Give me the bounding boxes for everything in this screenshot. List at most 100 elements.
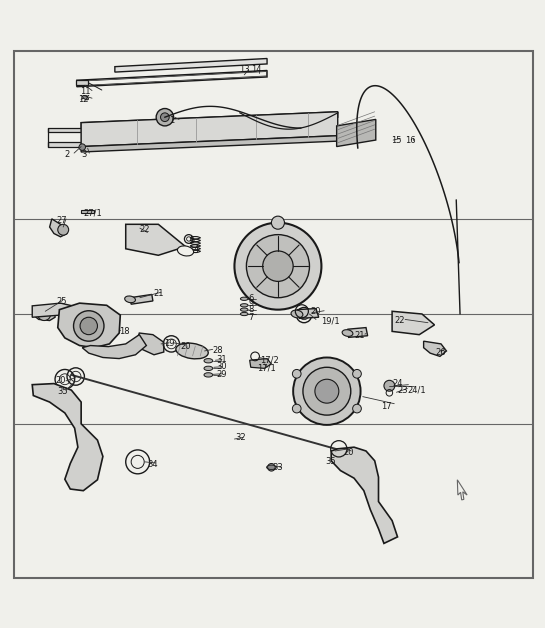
- Polygon shape: [81, 112, 338, 146]
- Circle shape: [234, 223, 322, 310]
- Text: 11: 11: [80, 87, 90, 95]
- Circle shape: [292, 369, 301, 378]
- Circle shape: [315, 379, 339, 403]
- Polygon shape: [77, 70, 267, 87]
- Text: 3: 3: [81, 150, 87, 160]
- Polygon shape: [32, 303, 80, 317]
- Circle shape: [80, 317, 98, 335]
- Ellipse shape: [176, 343, 208, 359]
- Circle shape: [74, 311, 104, 341]
- Text: 22: 22: [395, 316, 405, 325]
- Text: 28: 28: [213, 347, 223, 355]
- Text: 18: 18: [119, 327, 130, 336]
- Text: 24: 24: [392, 379, 403, 387]
- Polygon shape: [81, 112, 338, 128]
- Circle shape: [353, 369, 361, 378]
- Text: 33: 33: [272, 463, 283, 472]
- Text: 17/1: 17/1: [257, 364, 276, 373]
- Circle shape: [292, 404, 301, 413]
- Ellipse shape: [82, 95, 88, 100]
- Ellipse shape: [240, 312, 248, 316]
- Text: 2: 2: [65, 150, 70, 160]
- Ellipse shape: [240, 297, 248, 300]
- Circle shape: [384, 381, 395, 391]
- Polygon shape: [137, 333, 164, 355]
- Circle shape: [79, 144, 86, 150]
- Text: 23: 23: [397, 386, 408, 394]
- Polygon shape: [331, 447, 397, 543]
- Text: 27: 27: [56, 216, 67, 225]
- Text: 6: 6: [249, 295, 254, 303]
- Text: 17/2: 17/2: [260, 355, 278, 365]
- Polygon shape: [423, 341, 446, 357]
- Text: 20: 20: [55, 376, 65, 386]
- Polygon shape: [337, 119, 376, 146]
- Polygon shape: [250, 359, 271, 369]
- Text: 8: 8: [249, 305, 254, 313]
- Circle shape: [38, 308, 51, 320]
- Circle shape: [268, 463, 275, 471]
- Ellipse shape: [204, 366, 213, 371]
- Text: 5: 5: [190, 236, 195, 244]
- Text: 30: 30: [216, 362, 227, 371]
- Polygon shape: [48, 142, 81, 146]
- Text: 20: 20: [180, 342, 191, 351]
- Text: 21: 21: [153, 289, 164, 298]
- Text: 29: 29: [216, 371, 227, 379]
- Text: 34: 34: [148, 460, 158, 468]
- Circle shape: [58, 224, 69, 235]
- Text: 9: 9: [249, 299, 254, 308]
- Polygon shape: [76, 80, 88, 85]
- Text: 17: 17: [381, 402, 392, 411]
- Text: 27/1: 27/1: [83, 208, 102, 217]
- Text: 20: 20: [343, 448, 354, 457]
- Polygon shape: [392, 311, 434, 335]
- Circle shape: [161, 113, 169, 122]
- Circle shape: [246, 235, 310, 298]
- Text: 1: 1: [169, 116, 174, 125]
- Polygon shape: [48, 127, 81, 132]
- Ellipse shape: [125, 296, 136, 303]
- Text: 16: 16: [405, 136, 416, 144]
- Ellipse shape: [178, 246, 193, 256]
- Polygon shape: [115, 58, 267, 72]
- Text: 35: 35: [326, 457, 336, 467]
- Ellipse shape: [204, 359, 213, 363]
- Circle shape: [156, 109, 173, 126]
- Polygon shape: [130, 295, 153, 304]
- Polygon shape: [50, 219, 67, 237]
- Polygon shape: [58, 303, 120, 348]
- Circle shape: [353, 404, 361, 413]
- Text: 32: 32: [235, 433, 246, 443]
- Text: 4: 4: [193, 246, 199, 254]
- Polygon shape: [81, 136, 338, 152]
- Text: 20: 20: [311, 307, 321, 317]
- Text: 7: 7: [249, 313, 254, 322]
- Polygon shape: [81, 210, 94, 214]
- Text: 12: 12: [78, 95, 88, 104]
- Polygon shape: [297, 308, 319, 318]
- Polygon shape: [32, 384, 103, 490]
- Ellipse shape: [240, 304, 248, 307]
- Text: 22: 22: [140, 225, 150, 234]
- Text: 19: 19: [164, 339, 174, 349]
- Polygon shape: [33, 306, 55, 320]
- Polygon shape: [78, 72, 267, 85]
- Polygon shape: [82, 335, 147, 359]
- Text: 24/1: 24/1: [407, 386, 426, 394]
- Circle shape: [293, 357, 361, 425]
- Text: 35: 35: [57, 387, 68, 396]
- Circle shape: [263, 251, 293, 281]
- Text: 13: 13: [239, 65, 250, 74]
- Circle shape: [271, 216, 284, 229]
- Polygon shape: [348, 328, 368, 337]
- Text: 31: 31: [216, 355, 227, 364]
- Circle shape: [303, 367, 351, 415]
- Text: 15: 15: [391, 136, 402, 144]
- Text: 26: 26: [435, 347, 446, 357]
- Ellipse shape: [240, 308, 248, 311]
- Text: 14: 14: [251, 65, 261, 74]
- Text: 19/1: 19/1: [322, 316, 340, 325]
- Ellipse shape: [342, 330, 353, 337]
- Text: 25: 25: [56, 297, 66, 306]
